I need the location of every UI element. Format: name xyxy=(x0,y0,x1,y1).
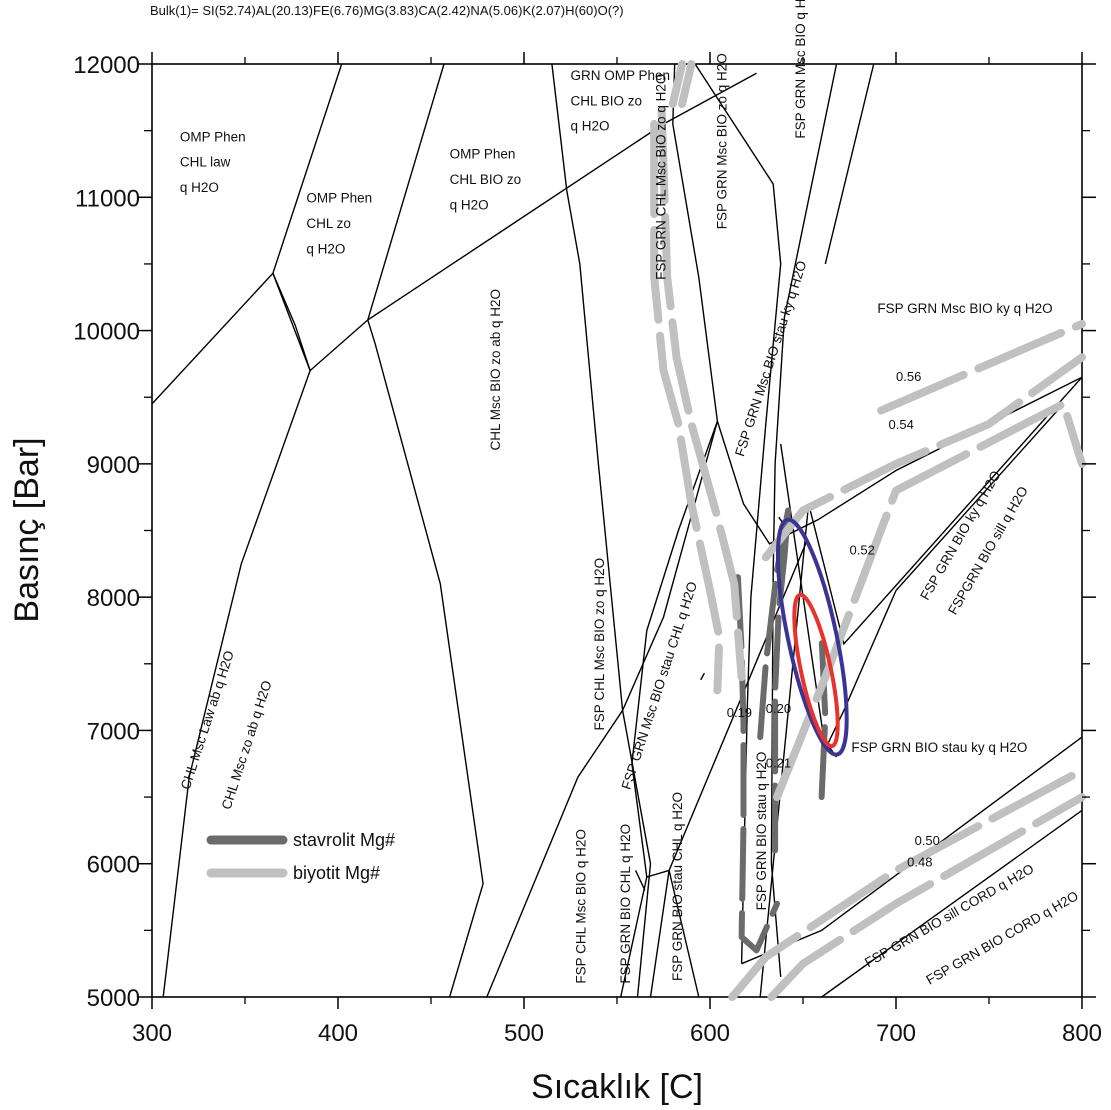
biotite-isopleth-line xyxy=(728,766,1086,1001)
y-tick-label: 12000 xyxy=(73,52,140,79)
phase-boundary xyxy=(272,63,343,274)
field-label: FSP GRN BIO stau q H2O xyxy=(754,752,769,911)
biotite-isopleth-line xyxy=(668,60,687,108)
phase-boundary xyxy=(780,403,1064,752)
inner-estimate-ellipse xyxy=(792,592,840,749)
phase-boundary xyxy=(551,63,652,998)
phase-boundary xyxy=(770,63,838,978)
y-tick-label: 11000 xyxy=(75,185,140,212)
field-label: FSP CHL Msc BIO zo q H2O xyxy=(592,558,607,731)
phase-boundary xyxy=(821,809,1083,998)
field-label: FSP GRN CHL Msc BIO zo q H2O xyxy=(653,74,668,280)
phase-boundary xyxy=(486,421,719,998)
contour-labels: 0.56 0.54 0.52 0.50 0.48 0.19 0.20 0.21 xyxy=(727,369,940,869)
phase-boundary xyxy=(668,870,700,998)
phase-boundary xyxy=(151,72,757,405)
field-label: GRN OMP Phen xyxy=(571,68,671,83)
phase-boundaries xyxy=(151,63,1083,998)
field-label: FSP GRN Msc BIO zo q H2O xyxy=(715,53,730,229)
field-label: CHL zo xyxy=(306,216,351,231)
field-label: FSP GRN Msc BIO stau ky q H2O xyxy=(732,259,809,458)
y-tick-label: 6000 xyxy=(87,852,140,879)
field-label: OMP Phen xyxy=(450,147,516,162)
field-label: q H2O xyxy=(450,197,489,212)
field-label: OMP Phen xyxy=(180,129,246,144)
contour-label: 0.54 xyxy=(889,417,914,432)
phase-boundary xyxy=(367,319,484,998)
plot-frame xyxy=(151,63,1083,998)
legend: stavrolit Mg# biyotit Mg# xyxy=(206,830,395,883)
legend-label: biyotit Mg# xyxy=(293,863,380,883)
biotite-isopleth-line xyxy=(678,60,696,108)
field-label: FSP GRN Msc BIO ky q H2O xyxy=(877,301,1052,316)
field-label: CHL Msc zo ab q H2O xyxy=(219,679,275,812)
phase-boundary xyxy=(759,376,1083,998)
y-tick-label: 5000 xyxy=(87,985,140,1012)
field-label: FSP GRN Msc BIO stau CHL q H2O xyxy=(619,580,700,792)
field-label: q H2O xyxy=(180,180,219,195)
phase-boundary xyxy=(162,273,311,998)
field-label: CHL BIO zo xyxy=(450,172,522,187)
biotite-isopleth-line xyxy=(657,106,746,682)
field-label: FSP GRN BIO CHL q H2O xyxy=(618,824,633,984)
bulk-composition-title: Bulk(1)= SI(52.74)AL(20.13)FE(6.76)MG(3.… xyxy=(150,3,624,18)
y-axis-title: Basınç [Bar] xyxy=(8,437,46,622)
x-tick-label: 400 xyxy=(318,1020,358,1047)
phase-boundary xyxy=(672,123,1083,545)
biotite-isopleth-line xyxy=(877,319,1086,415)
tie-mark xyxy=(700,672,706,681)
x-tick-label: 600 xyxy=(690,1020,730,1047)
field-label: CHL Msc BIO zo ab q H2O xyxy=(488,289,503,451)
phase-boundary xyxy=(649,870,670,998)
legend-label: stavrolit Mg# xyxy=(293,830,395,850)
x-axis-title: Sıcaklık [C] xyxy=(531,1068,703,1106)
tie-mark xyxy=(634,870,646,891)
phase-boundary xyxy=(367,63,445,321)
phase-boundary xyxy=(620,876,648,998)
x-tick-label: 800 xyxy=(1062,1020,1102,1047)
y-tick-label: 7000 xyxy=(87,718,140,745)
pt-estimate-ellipses xyxy=(775,517,849,757)
x-tick-label: 300 xyxy=(132,1020,172,1047)
field-label: CHL law xyxy=(180,155,231,170)
contour-label: 0.52 xyxy=(850,542,875,557)
contour-label: 0.20 xyxy=(766,701,791,716)
contour-label: 0.50 xyxy=(915,833,940,848)
field-label: CHL Msc Law ab q H2O xyxy=(178,649,237,792)
field-label: OMP Phen xyxy=(306,191,372,206)
field-label: FSP GRN Msc BIO q H2O xyxy=(793,0,808,139)
field-label: q H2O xyxy=(306,241,345,256)
contour-label: 0.56 xyxy=(896,369,921,384)
field-label: FSP GRN BIO stau CHL q H2O xyxy=(670,792,685,981)
contour-label: 0.21 xyxy=(766,756,791,771)
x-tick-label: 500 xyxy=(504,1020,544,1047)
biotite-isopleth-line xyxy=(650,120,724,695)
y-tick-label: 9000 xyxy=(87,452,140,479)
phase-boundary xyxy=(824,63,875,265)
y-tick-label: 10000 xyxy=(73,319,140,346)
biotite-isopleth-line xyxy=(767,793,1086,1001)
field-label: FSP CHL Msc BIO q H2O xyxy=(573,829,588,984)
staurolite-isopleth-line xyxy=(734,574,780,954)
contour-label: 0.48 xyxy=(907,854,932,869)
y-tick-label: 8000 xyxy=(87,585,140,612)
axes: 300 400 500 600 700 800 5000 6000 7000 8000 9000 10… xyxy=(73,52,1102,1047)
outer-estimate-ellipse xyxy=(775,517,849,757)
field-label: CHL BIO zo xyxy=(571,93,643,108)
phase-boundary xyxy=(694,63,782,964)
contour-label: 0.19 xyxy=(727,705,752,720)
field-label: q H2O xyxy=(571,119,610,134)
staurolite-isopleth-line xyxy=(818,634,829,801)
biotite-isopleth-line xyxy=(761,353,1086,562)
field-label: FSP GRN BIO CORD q H2O xyxy=(923,888,1080,988)
x-tick-label: 700 xyxy=(876,1020,916,1047)
field-label: FSP GRN BIO stau ky q H2O xyxy=(851,740,1027,755)
